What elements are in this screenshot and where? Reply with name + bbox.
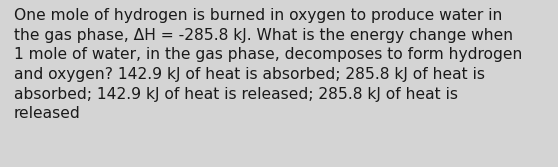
Text: One mole of hydrogen is burned in oxygen to produce water in
the gas phase, ΔH =: One mole of hydrogen is burned in oxygen… — [14, 8, 522, 121]
